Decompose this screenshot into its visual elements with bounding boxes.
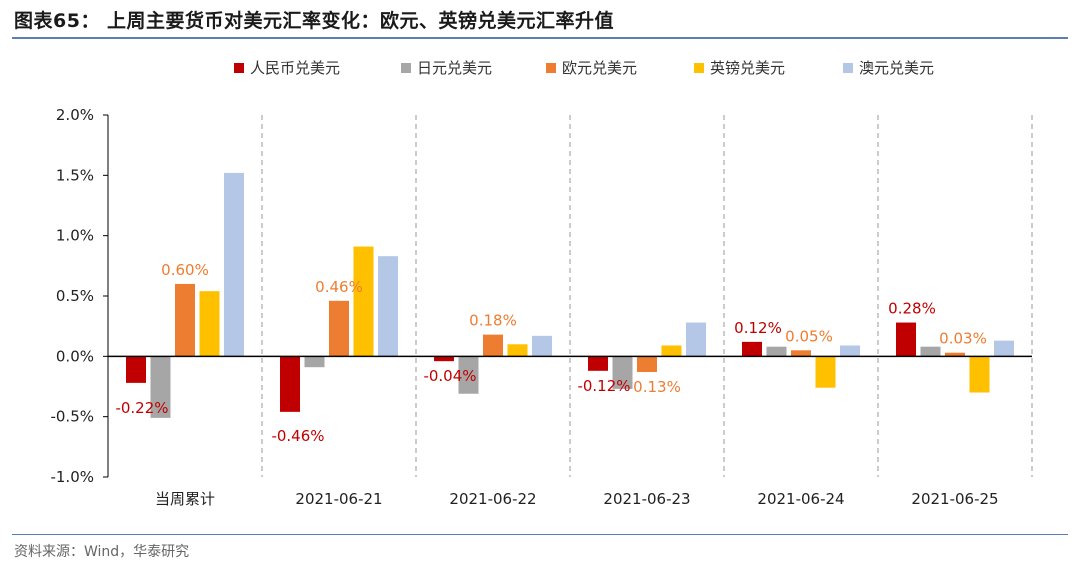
bar-2-2021-06-25 — [920, 346, 941, 357]
y-tick-label: 1.5% — [56, 166, 94, 184]
legend-swatch-1 — [234, 63, 244, 73]
data-label-3-1: 0.46% — [315, 278, 363, 296]
bar-2-2021-06-23 — [612, 356, 633, 389]
bar-3-2021-06-22 — [483, 334, 503, 357]
x-tick-label: 2021-06-24 — [757, 490, 844, 508]
bar-1-当周累计 — [126, 356, 146, 383]
bar-4-2021-06-25 — [969, 356, 990, 393]
bar-2-当周累计 — [150, 356, 171, 418]
data-label-1-5: 0.28% — [888, 300, 936, 318]
bar-4-2021-06-21 — [353, 246, 374, 357]
bar-1-2021-06-21 — [280, 356, 300, 412]
bar-3-2021-06-25 — [945, 352, 965, 357]
chart-legend: 人民币兑美元 日元兑美元 欧元兑美元 英镑兑美元 澳元兑美元 — [234, 59, 934, 77]
footer-divider — [12, 534, 1068, 535]
bar-4-2021-06-23 — [661, 345, 682, 357]
bar-1-2021-06-24 — [742, 341, 762, 357]
legend-label-1: 人民币兑美元 — [250, 59, 340, 77]
legend-swatch-5 — [843, 63, 853, 73]
bar-2-2021-06-24 — [766, 346, 787, 357]
y-tick-label: 0.5% — [56, 287, 94, 305]
bar-3-2021-06-24 — [791, 350, 811, 357]
bar-1-2021-06-25 — [896, 322, 916, 357]
bar-4-2021-06-22 — [507, 344, 528, 357]
data-label-1-2: -0.04% — [423, 367, 476, 385]
legend-swatch-2 — [401, 63, 411, 73]
data-label-3-3: 0.13% — [633, 378, 681, 396]
x-tick-label: 2021-06-23 — [603, 490, 690, 508]
bar-5-当周累计 — [224, 172, 244, 357]
data-label-3-2: 0.18% — [469, 312, 517, 330]
legend-swatch-4 — [694, 63, 704, 73]
bar-2-2021-06-22 — [458, 356, 479, 394]
legend-label-2: 日元兑美元 — [417, 59, 492, 77]
y-axis: -1.0% -0.5% 0.0% 0.5% 1.0% 1.5% 2.0% — [50, 106, 109, 486]
bar-5-2021-06-22 — [532, 335, 552, 357]
data-label-1-3: -0.12% — [577, 377, 630, 395]
data-labels: -0.22%0.60%-0.46%0.46%-0.04%0.18%-0.12% 0… — [115, 261, 986, 445]
figure-title: 图表65： 上周主要货币对美元汇率变化：欧元、英镑兑美元汇率升值 — [14, 10, 615, 32]
x-tick-label: 当周累计 — [155, 490, 215, 508]
y-tick-label: -1.0% — [50, 468, 94, 486]
y-tick-label: 2.0% — [56, 106, 94, 124]
data-label-1-0: -0.22% — [115, 399, 168, 417]
data-label-1-1: -0.46% — [271, 427, 324, 445]
legend-label-4: 英镑兑美元 — [710, 59, 785, 77]
bar-4-2021-06-24 — [815, 356, 836, 388]
bar-4-当周累计 — [199, 291, 220, 357]
y-tick-label: 0.0% — [56, 347, 94, 365]
y-tick-label: -0.5% — [50, 408, 94, 426]
bar-1-2021-06-22 — [434, 356, 454, 362]
data-label-3-4: 0.05% — [785, 327, 833, 345]
title-divider — [12, 37, 1068, 39]
legend-swatch-3 — [546, 63, 556, 73]
y-tick-label: 1.0% — [56, 227, 94, 245]
legend-label-5: 澳元兑美元 — [859, 59, 934, 77]
source-note: 资料来源：Wind，华泰研究 — [14, 544, 190, 560]
category-dividers — [261, 115, 1033, 477]
bar-5-2021-06-23 — [686, 322, 706, 357]
x-axis: 当周累计 2021-06-21 2021-06-22 2021-06-23 2021-0… — [155, 490, 999, 508]
bar-3-当周累计 — [175, 283, 195, 357]
bar-3-2021-06-23 — [637, 356, 657, 373]
x-tick-label: 2021-06-21 — [295, 490, 382, 508]
data-label-1-4: 0.12% — [734, 319, 782, 337]
bar-3-2021-06-21 — [329, 300, 349, 357]
x-tick-label: 2021-06-22 — [449, 490, 536, 508]
bar-2-2021-06-21 — [304, 356, 325, 368]
bar-5-2021-06-24 — [840, 345, 860, 357]
x-tick-label: 2021-06-25 — [911, 490, 998, 508]
bar-5-2021-06-25 — [994, 340, 1014, 357]
data-label-3-5: 0.03% — [939, 330, 987, 348]
bar-5-2021-06-21 — [378, 256, 398, 357]
bars — [126, 172, 1014, 418]
data-label-3-0: 0.60% — [161, 261, 209, 279]
legend-label-3: 欧元兑美元 — [562, 59, 637, 77]
bar-1-2021-06-23 — [588, 356, 608, 371]
